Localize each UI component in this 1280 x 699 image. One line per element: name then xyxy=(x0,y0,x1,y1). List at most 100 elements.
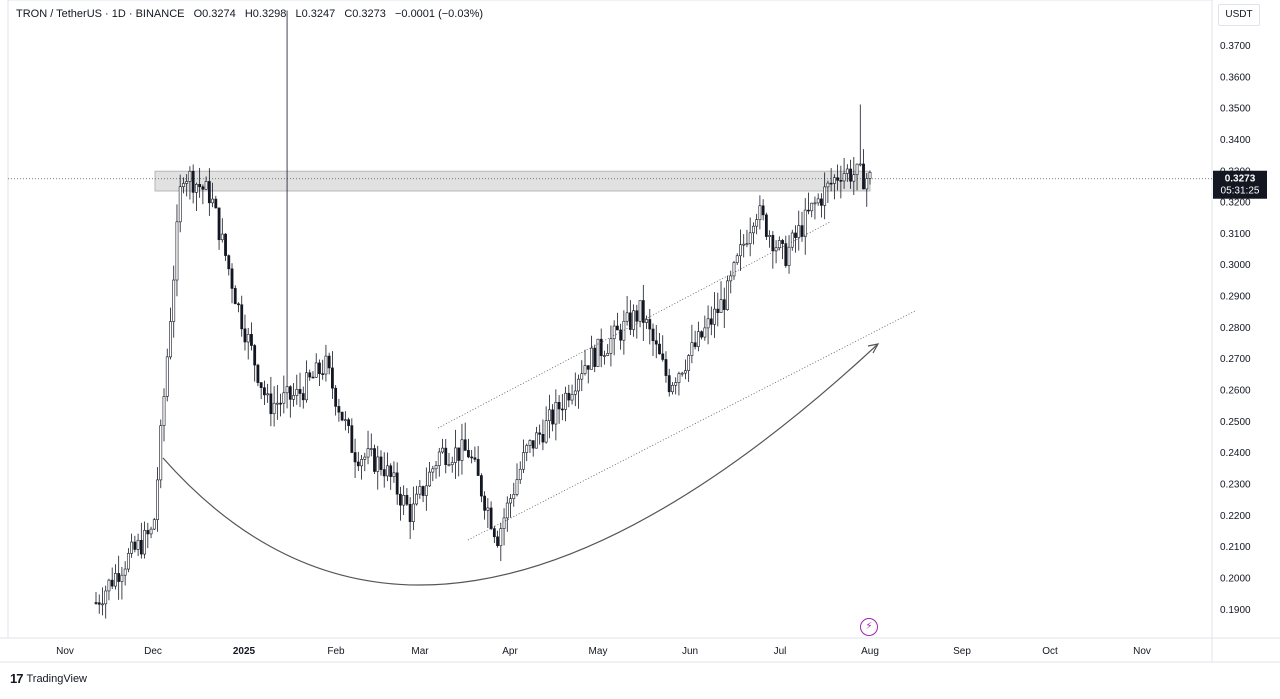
y-tick-label: 0.3600 xyxy=(1220,72,1251,83)
candle-body xyxy=(803,209,807,237)
x-tick-label: Nov xyxy=(56,646,74,657)
candle-body xyxy=(392,472,396,477)
candle-body xyxy=(797,225,801,238)
y-tick-label: 0.2500 xyxy=(1220,417,1251,428)
y-tick-label: 0.2600 xyxy=(1220,386,1251,397)
candle-body xyxy=(246,334,250,343)
price-tag-value: 0.3273 xyxy=(1225,174,1256,185)
candle-body xyxy=(285,386,289,394)
candle-body xyxy=(444,447,448,465)
candle-body xyxy=(829,182,833,185)
candle-body xyxy=(463,439,467,451)
candle-body xyxy=(761,205,765,216)
y-tick-label: 0.2200 xyxy=(1220,511,1251,522)
candle-body xyxy=(418,486,422,495)
candle-body xyxy=(577,378,580,392)
candle-body xyxy=(295,389,299,396)
candle-body xyxy=(816,198,820,204)
candle-body xyxy=(198,184,202,188)
candle-body xyxy=(201,186,205,190)
tradingview-brand[interactable]: 17 TradingView xyxy=(10,671,87,686)
candle-body xyxy=(214,198,218,209)
x-tick-label: Dec xyxy=(144,646,162,657)
candle-body xyxy=(188,170,192,182)
candle-body xyxy=(648,319,652,330)
candle-body xyxy=(528,440,532,446)
candle-body xyxy=(97,602,101,605)
candle-body xyxy=(632,310,635,330)
candle-body xyxy=(622,320,626,341)
candle-body xyxy=(460,439,464,461)
candle-body xyxy=(350,425,354,453)
candle-body xyxy=(703,327,707,338)
candle-body xyxy=(110,579,114,587)
y-tick-label: 0.3500 xyxy=(1220,104,1251,115)
candle-body xyxy=(489,507,493,529)
plot-frame xyxy=(7,0,1213,639)
candle-body xyxy=(583,365,587,375)
candle-body xyxy=(794,232,797,238)
resistance-zone xyxy=(154,170,871,192)
candle-body xyxy=(499,528,503,547)
candle-body xyxy=(479,475,483,497)
candle-body xyxy=(547,409,551,422)
candle-body xyxy=(175,221,179,281)
candle-body xyxy=(832,177,836,184)
rounded-bottom-curve xyxy=(162,343,879,586)
candle-body xyxy=(165,356,169,397)
candle-body xyxy=(661,353,665,360)
candle-body xyxy=(515,479,519,495)
candle-body xyxy=(152,519,156,530)
candle-body xyxy=(266,393,270,396)
candle-body xyxy=(101,603,104,606)
candle-body xyxy=(434,465,438,470)
candle-body xyxy=(868,172,872,179)
candle-body xyxy=(502,517,506,529)
candle-body xyxy=(256,364,260,383)
x-tick-label: May xyxy=(589,646,608,657)
candle-body xyxy=(220,233,224,241)
candle-body xyxy=(855,163,859,176)
y-tick-label: 0.2900 xyxy=(1220,292,1251,303)
candle-body xyxy=(836,177,840,181)
candle-body xyxy=(146,530,150,535)
candle-body xyxy=(476,459,480,476)
y-tick-label: 0.3700 xyxy=(1220,41,1251,52)
candle-body xyxy=(386,465,389,477)
candle-body xyxy=(505,502,509,519)
candle-body xyxy=(790,232,794,248)
lightning-icon[interactable]: ⚡ xyxy=(860,618,878,636)
candle-body xyxy=(314,362,318,378)
candle-body xyxy=(149,528,153,535)
candle-body xyxy=(784,243,788,266)
candle-body xyxy=(764,214,768,237)
symbol-title[interactable]: TRON / TetherUS · 1D · BINANCE xyxy=(16,8,185,20)
candle-body xyxy=(441,447,444,453)
candle-body xyxy=(538,432,542,435)
candle-body xyxy=(774,247,778,252)
low-value: L0.3247 xyxy=(295,8,336,20)
x-tick-label: Mar xyxy=(411,646,429,657)
candle-body xyxy=(845,168,849,174)
candle-body xyxy=(230,268,234,289)
y-tick-label: 0.2700 xyxy=(1220,354,1251,365)
candle-body xyxy=(852,174,856,182)
x-tick-label: Jul xyxy=(774,646,787,657)
candle-body xyxy=(240,304,244,330)
candle-body xyxy=(428,471,431,487)
candle-body xyxy=(279,402,282,405)
candle-body xyxy=(217,207,221,241)
candle-body xyxy=(560,408,564,411)
candle-body xyxy=(311,376,315,379)
currency-button[interactable]: USDT xyxy=(1218,4,1260,26)
candle-body xyxy=(823,186,827,206)
candle-body xyxy=(839,180,843,182)
candle-body xyxy=(263,387,266,396)
candle-body xyxy=(467,450,470,458)
candle-body xyxy=(677,373,681,383)
candle-body xyxy=(237,303,240,306)
candle-body xyxy=(810,202,814,212)
candle-body xyxy=(544,420,548,443)
